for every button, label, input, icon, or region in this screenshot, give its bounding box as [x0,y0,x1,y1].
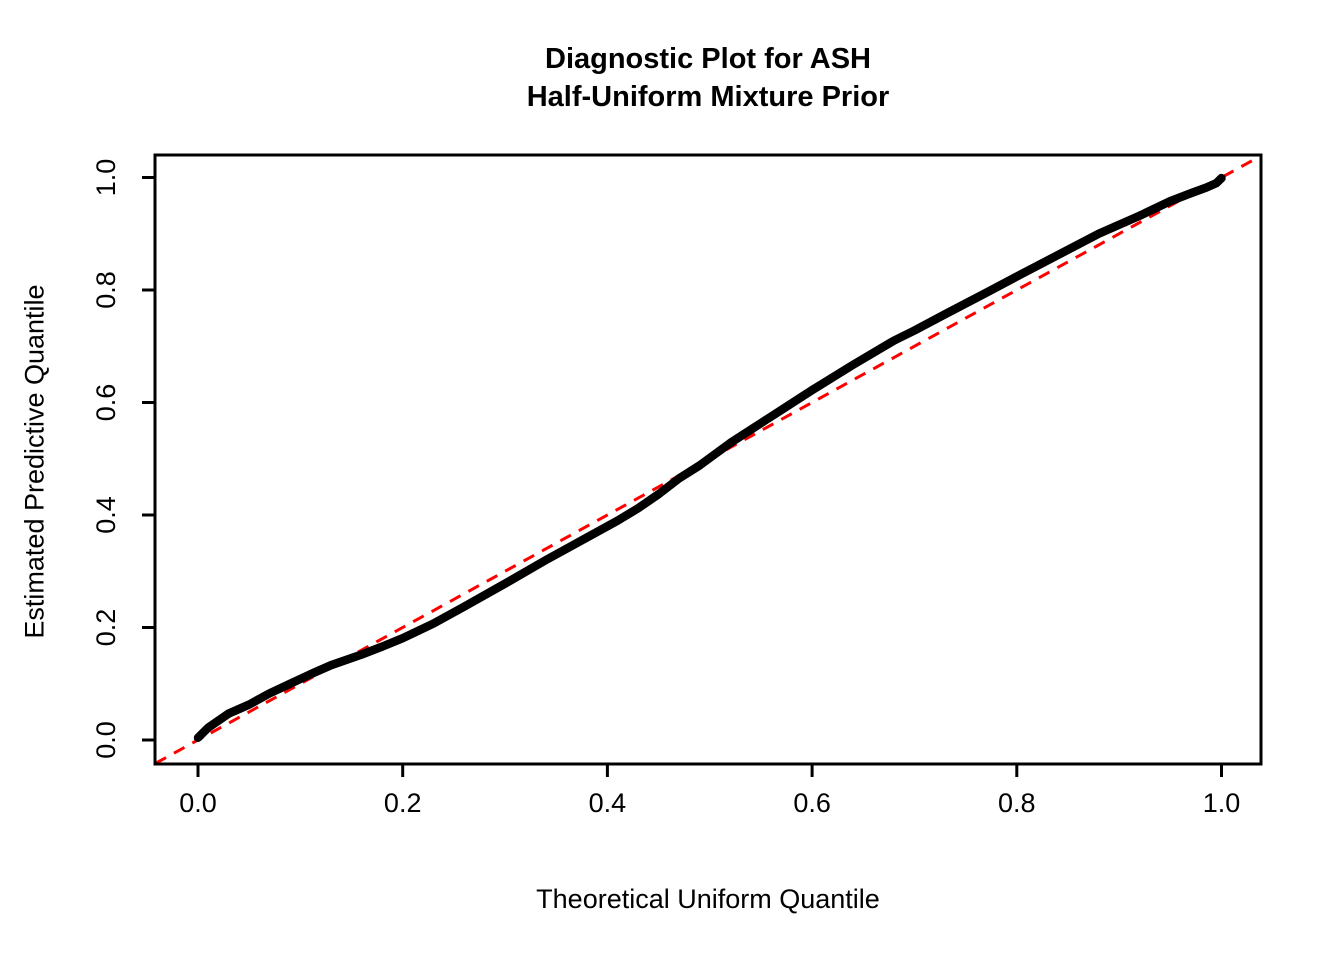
y-tick-label: 1.0 [91,159,121,197]
x-tick-label: 1.0 [1203,788,1241,818]
y-tick-label: 0.2 [91,609,121,647]
y-tick-label: 0.8 [91,271,121,309]
x-tick-label: 0.8 [998,788,1036,818]
x-axis-title: Theoretical Uniform Quantile [536,884,880,914]
y-tick-label: 0.0 [91,721,121,759]
chart-title-line-2: Half-Uniform Mixture Prior [526,81,890,113]
chart-title-line-1: Diagnostic Plot for ASH [545,43,871,75]
y-tick-label: 0.6 [91,384,121,422]
quantile-curve [193,173,1226,742]
x-tick-label: 0.0 [179,788,217,818]
chart-title: Diagnostic Plot for ASH Half-Uniform Mix… [155,40,1261,116]
x-tick-label: 0.4 [589,788,627,818]
y-tick-label: 0.4 [91,496,121,534]
plot-box [153,153,1263,766]
x-tick-label: 0.6 [793,788,831,818]
x-tick-label: 0.2 [384,788,422,818]
